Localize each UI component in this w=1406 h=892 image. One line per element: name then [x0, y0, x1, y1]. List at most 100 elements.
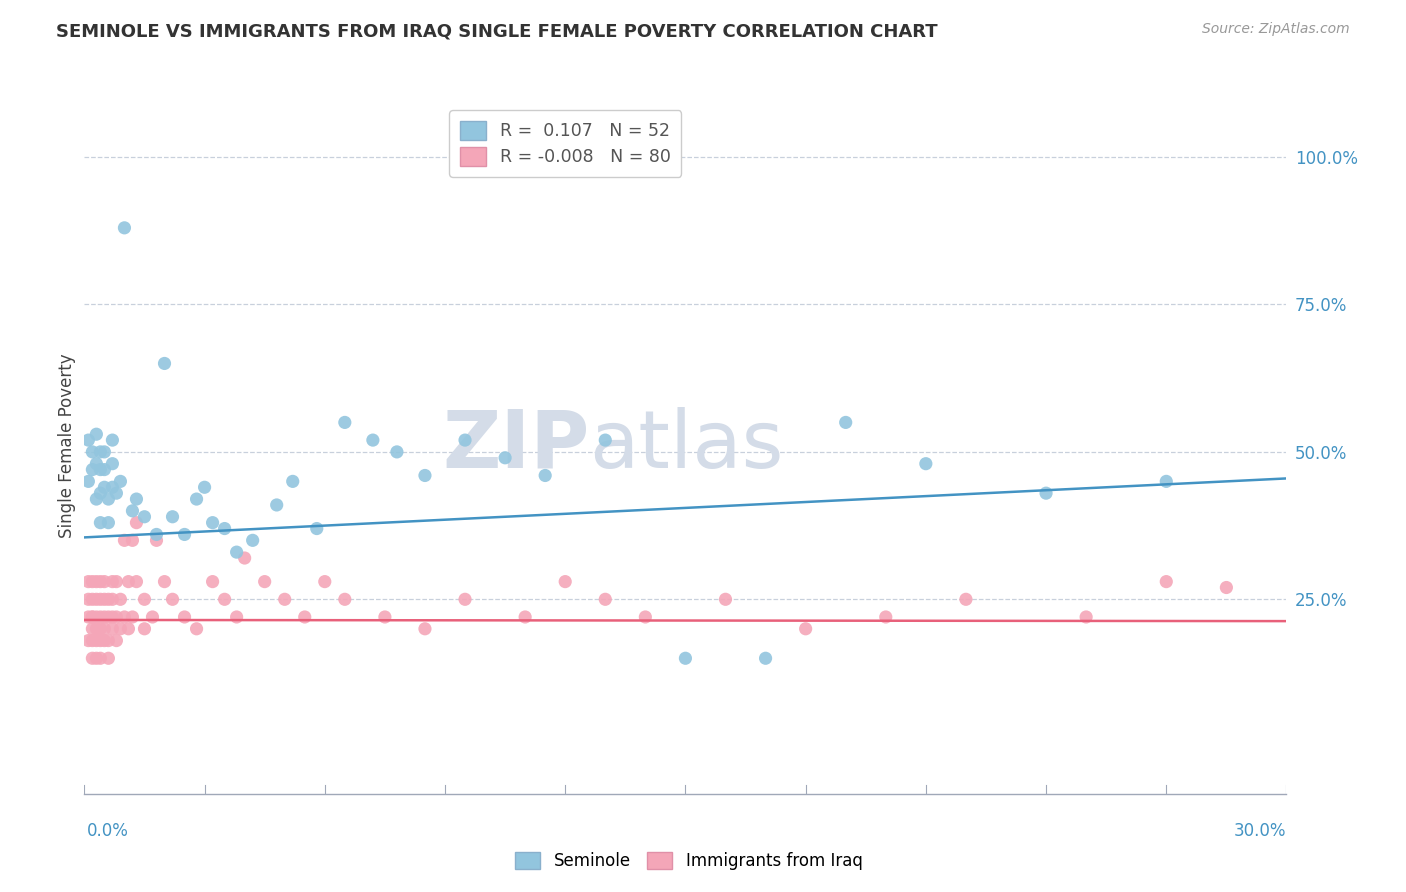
Point: [77, 574, 100, 589]
Point: [214, 522, 236, 536]
Point: [134, 622, 156, 636]
Point: [1076, 610, 1098, 624]
Point: [186, 491, 208, 506]
Point: [101, 592, 124, 607]
Y-axis label: Single Female Poverty: Single Female Poverty: [58, 354, 76, 538]
Point: [101, 574, 124, 589]
Text: ZIP: ZIP: [441, 407, 589, 485]
Point: [121, 610, 143, 624]
Point: [494, 450, 516, 465]
Point: [233, 551, 256, 566]
Point: [86, 622, 108, 636]
Point: [101, 622, 124, 636]
Point: [89, 445, 111, 459]
Point: [634, 610, 657, 624]
Text: SEMINOLE VS IMMIGRANTS FROM IRAQ SINGLE FEMALE POVERTY CORRELATION CHART: SEMINOLE VS IMMIGRANTS FROM IRAQ SINGLE …: [56, 22, 938, 40]
Point: [201, 574, 224, 589]
Point: [101, 433, 124, 447]
Point: [93, 633, 115, 648]
Point: [117, 574, 139, 589]
Point: [114, 220, 135, 235]
Point: [534, 468, 557, 483]
Point: [82, 574, 104, 589]
Point: [105, 486, 128, 500]
Point: [835, 416, 858, 430]
Point: [82, 462, 104, 476]
Point: [305, 522, 328, 536]
Point: [121, 533, 143, 548]
Point: [675, 651, 697, 665]
Point: [82, 622, 104, 636]
Point: [93, 445, 115, 459]
Point: [134, 592, 156, 607]
Point: [97, 610, 120, 624]
Point: [97, 516, 120, 530]
Legend: Seminole, Immigrants from Iraq: Seminole, Immigrants from Iraq: [509, 845, 869, 877]
Point: [314, 574, 336, 589]
Point: [454, 592, 477, 607]
Point: [82, 651, 104, 665]
Point: [82, 445, 104, 459]
Point: [93, 622, 115, 636]
Point: [82, 592, 104, 607]
Point: [86, 592, 108, 607]
Point: [214, 592, 236, 607]
Point: [82, 610, 104, 624]
Point: [89, 516, 111, 530]
Point: [82, 633, 104, 648]
Point: [86, 574, 108, 589]
Point: [77, 433, 100, 447]
Point: [114, 610, 135, 624]
Point: [915, 457, 938, 471]
Point: [153, 574, 176, 589]
Point: [374, 610, 396, 624]
Point: [554, 574, 576, 589]
Text: Source: ZipAtlas.com: Source: ZipAtlas.com: [1202, 22, 1350, 37]
Point: [153, 356, 176, 370]
Point: [333, 592, 356, 607]
Point: [794, 622, 817, 636]
Text: atlas: atlas: [589, 407, 783, 485]
Point: [595, 592, 617, 607]
Point: [77, 610, 100, 624]
Point: [595, 433, 617, 447]
Point: [93, 574, 115, 589]
Point: [110, 622, 132, 636]
Point: [93, 462, 115, 476]
Point: [114, 533, 135, 548]
Point: [413, 622, 436, 636]
Text: 0.0%: 0.0%: [87, 822, 129, 840]
Point: [253, 574, 276, 589]
Point: [294, 610, 316, 624]
Point: [173, 610, 195, 624]
Point: [89, 622, 111, 636]
Point: [141, 610, 163, 624]
Point: [162, 509, 184, 524]
Point: [82, 610, 104, 624]
Text: 30.0%: 30.0%: [1234, 822, 1286, 840]
Point: [1215, 581, 1237, 595]
Point: [101, 610, 124, 624]
Point: [105, 633, 128, 648]
Point: [89, 486, 111, 500]
Point: [125, 574, 148, 589]
Point: [86, 427, 108, 442]
Point: [125, 516, 148, 530]
Point: [89, 651, 111, 665]
Point: [86, 457, 108, 471]
Point: [333, 416, 356, 430]
Point: [242, 533, 264, 548]
Point: [89, 462, 111, 476]
Point: [93, 480, 115, 494]
Point: [89, 610, 111, 624]
Point: [97, 651, 120, 665]
Point: [413, 468, 436, 483]
Point: [225, 610, 247, 624]
Point: [105, 574, 128, 589]
Point: [89, 633, 111, 648]
Point: [117, 622, 139, 636]
Point: [173, 527, 195, 541]
Point: [97, 633, 120, 648]
Point: [77, 592, 100, 607]
Point: [281, 475, 304, 489]
